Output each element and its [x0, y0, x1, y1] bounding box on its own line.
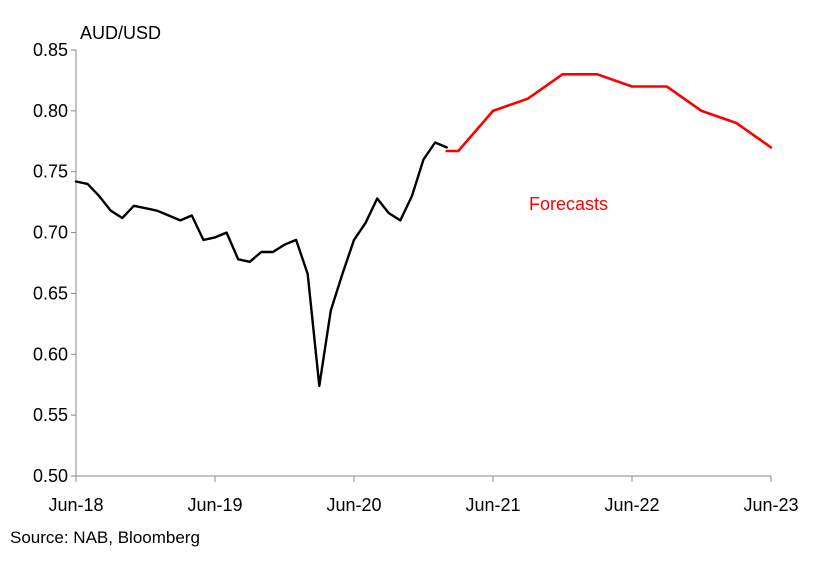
y-tick-label: 0.70 [33, 223, 68, 243]
y-tick-label: 0.65 [33, 283, 68, 303]
y-tick-label: 0.75 [33, 162, 68, 182]
x-tick-label: Jun-22 [604, 495, 659, 515]
y-tick-label: 0.55 [33, 405, 68, 425]
x-tick-label: Jun-20 [326, 495, 381, 515]
y-tick-label: 0.80 [33, 101, 68, 121]
y-ticks: 0.50 0.55 0.60 0.65 0.70 0.75 0.80 0.85 [33, 40, 76, 486]
x-tick-label: Jun-19 [187, 495, 242, 515]
series-lines [74, 73, 773, 388]
forecast-series-line [445, 73, 773, 153]
y-axis-title: AUD/USD [80, 23, 161, 43]
x-tick-label: Jun-21 [465, 495, 520, 515]
x-ticks: Jun-18 Jun-19 Jun-20 Jun-21 Jun-22 Jun-23 [48, 476, 799, 515]
y-tick-label: 0.85 [33, 40, 68, 60]
x-tick-label: Jun-18 [48, 495, 103, 515]
historical-series-line [74, 141, 448, 388]
y-tick-label: 0.60 [33, 344, 68, 364]
forecasts-annotation: Forecasts [529, 194, 608, 214]
source-note: Source: NAB, Bloomberg [10, 528, 200, 547]
axes [75, 50, 771, 477]
y-tick-label: 0.50 [33, 466, 68, 486]
x-tick-label: Jun-23 [743, 495, 798, 515]
